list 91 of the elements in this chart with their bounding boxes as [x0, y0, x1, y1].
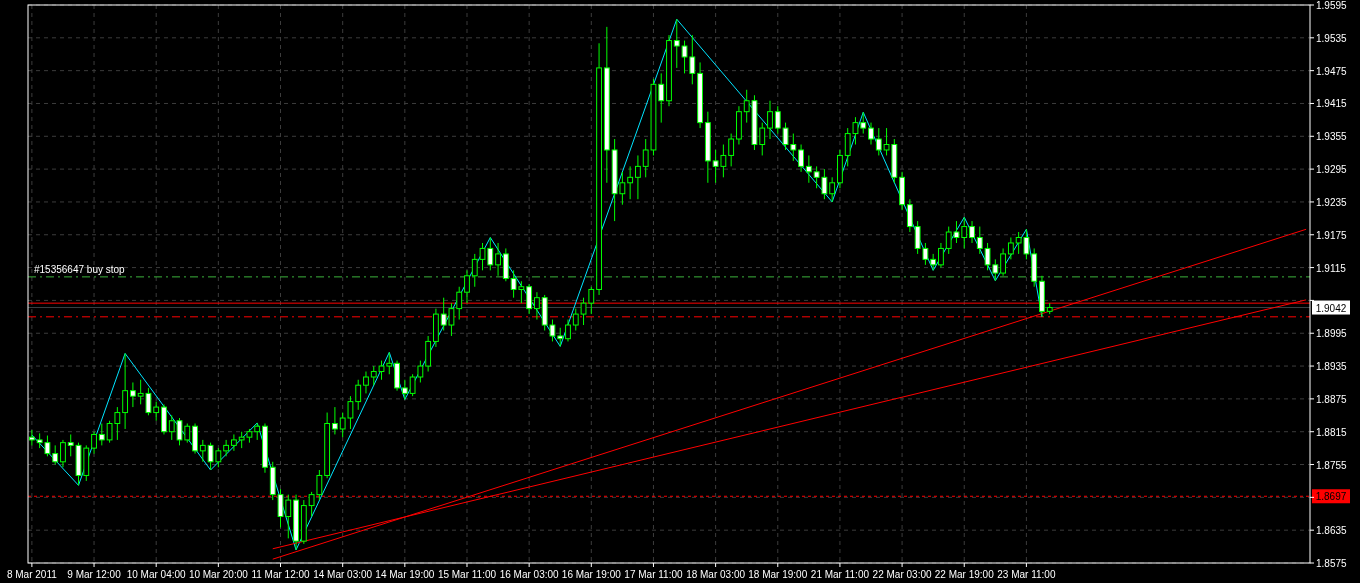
ref-line-label: 1.8697 [1315, 491, 1347, 503]
candlestick [363, 371, 369, 394]
candlestick [464, 269, 470, 304]
candlestick [161, 403, 167, 435]
y-tick-label: 1.9475 [1316, 65, 1348, 77]
candlestick [1000, 247, 1007, 277]
x-tick-label: 22 Mar 19:00 [934, 569, 995, 580]
candlestick [433, 308, 439, 348]
candlestick [91, 431, 97, 455]
x-tick-label: 23 Mar 11:00 [997, 569, 1056, 580]
candlestick [534, 291, 540, 321]
candlestick [98, 423, 105, 446]
candlestick [906, 198, 913, 233]
x-tick-label: 14 Mar 03:00 [313, 569, 373, 580]
candlestick [52, 444, 59, 466]
y-tick-label: 1.8755 [1316, 459, 1348, 471]
candlestick [930, 253, 937, 271]
candlestick [122, 352, 129, 430]
candlestick [938, 242, 944, 269]
candlestick [254, 422, 261, 441]
y-tick-label: 1.8935 [1316, 361, 1348, 373]
candlestick [635, 154, 641, 200]
x-tick-label: 10 Mar 04:00 [126, 569, 187, 580]
candlestick [223, 439, 230, 457]
candlestick [502, 247, 509, 282]
candlestick [868, 122, 874, 145]
y-tick-label: 1.8875 [1316, 393, 1348, 405]
candlestick [596, 42, 602, 296]
y-tick-label: 1.8575 [1316, 558, 1348, 569]
candlestick [627, 165, 634, 200]
line-series [31, 18, 1043, 551]
candlestick [1031, 247, 1038, 288]
x-tick-label: 21 Mar 11:00 [810, 569, 870, 580]
candlestick [153, 401, 160, 422]
y-tick-label: 1.8635 [1316, 525, 1348, 537]
x-tick-label: 10 Mar 20:00 [188, 569, 249, 580]
y-tick-label: 1.9535 [1316, 32, 1348, 44]
candlestick [666, 34, 672, 107]
candlestick [728, 133, 735, 167]
candlestick [697, 61, 703, 129]
x-tick-label: 9 Mar 12:00 [67, 569, 122, 580]
x-tick-label: 22 Mar 03:00 [872, 569, 932, 580]
candlestick [199, 439, 206, 463]
candlestick [230, 433, 237, 452]
candlestick [401, 379, 408, 400]
ref-line-label: #15356647 buy stop [34, 263, 126, 275]
x-tick-label: 15 Mar 11:00 [437, 569, 497, 580]
candlestick [565, 319, 571, 342]
x-tick-label: 14 Mar 19:00 [375, 569, 435, 580]
y-tick-label: 1.9295 [1316, 164, 1348, 176]
candlestick [704, 111, 711, 184]
y-tick-label: 1.9175 [1316, 229, 1348, 241]
y-tick-label: 1.9595 [1316, 0, 1348, 11]
candlestick [60, 439, 66, 468]
candlestick [425, 335, 432, 373]
candlestick [293, 494, 299, 551]
y-tick-label: 1.9235 [1316, 196, 1348, 208]
x-tick-label: 8 Mar 2011 [6, 569, 58, 580]
candlestick [1007, 237, 1014, 260]
candlestick [837, 149, 843, 189]
x-tick-label: 11 Mar 12:00 [251, 569, 311, 580]
candlestick [300, 499, 307, 545]
x-tick-label: 16 Mar 03:00 [499, 569, 560, 580]
candlestick [129, 381, 136, 408]
candlestick [394, 360, 400, 392]
y-tick-label: 1.9415 [1316, 98, 1348, 110]
candlestick [526, 283, 533, 315]
candlestick [829, 176, 836, 203]
candlestick [1046, 302, 1053, 315]
y-tick-label: 1.8995 [1316, 328, 1348, 340]
x-tick-label: 16 Mar 19:00 [561, 569, 622, 580]
x-tick-label: 18 Mar 19:00 [748, 569, 808, 580]
ref-line-label: 1.9042 [1315, 302, 1347, 314]
candlestick [805, 154, 812, 184]
x-tick-label: 18 Mar 03:00 [686, 569, 746, 580]
candlestick [603, 26, 610, 184]
candlestick [767, 100, 773, 140]
candlestick [495, 242, 501, 277]
candlestick [899, 171, 905, 211]
candlestick [192, 423, 198, 455]
y-tick-label: 1.9115 [1316, 262, 1347, 274]
y-tick-label: 1.9355 [1316, 131, 1348, 143]
candlestick [262, 423, 268, 474]
candlestick [1039, 275, 1045, 318]
candlestick [969, 220, 975, 244]
candlestick [331, 406, 338, 435]
y-tick-label: 1.8815 [1316, 426, 1348, 438]
x-tick-label: 17 Mar 11:00 [624, 569, 683, 580]
candlestick [324, 412, 331, 479]
candlestick [798, 144, 804, 173]
candlestick [736, 105, 742, 145]
